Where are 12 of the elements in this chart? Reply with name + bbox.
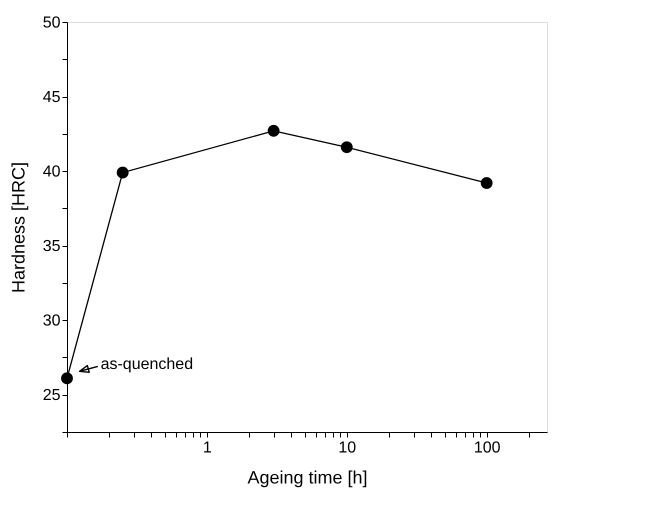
x-tick-label: 10: [338, 440, 356, 456]
x-axis-title: Ageing time [h]: [247, 468, 368, 488]
y-tick-label: 35: [42, 238, 61, 256]
y-tick-label: 25: [42, 387, 61, 404]
y-tick-label: 45: [42, 89, 61, 106]
x-tick-label: 100: [474, 440, 501, 456]
y-tick-label: 30: [42, 312, 61, 330]
y-tick-label: 50: [42, 14, 61, 32]
y-tick-label: 40: [42, 164, 61, 181]
y-axis-title: Hardness [HRC]: [8, 162, 29, 294]
x-tick-label: 1: [202, 440, 212, 456]
annotation: as-quenched: [100, 356, 194, 374]
